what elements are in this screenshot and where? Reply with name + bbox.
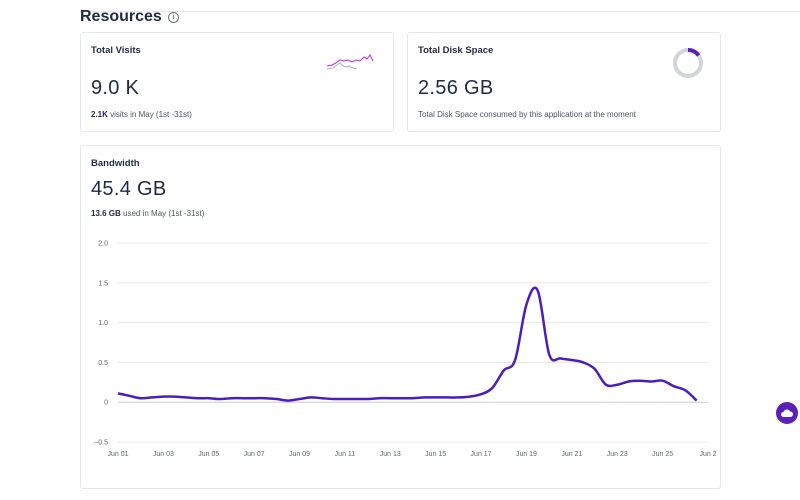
bandwidth-sub-rest: used in May (1st -31st) [120, 209, 205, 218]
total-visits-value: 9.0 K [91, 77, 140, 99]
x-tick-label: Jun 2 [699, 451, 716, 458]
x-tick-label: Jun 05 [198, 451, 219, 458]
total-visits-title: Total Visits [91, 45, 141, 56]
y-tick-label: 1.5 [98, 280, 108, 287]
visits-sparkline [327, 54, 374, 70]
top-divider [80, 11, 800, 12]
x-tick-label: Jun 15 [425, 451, 446, 458]
sparkline-current [327, 54, 374, 67]
y-tick-label: 2.0 [98, 241, 108, 248]
sparkline-previous [327, 62, 358, 70]
disk-space-value: 2.56 GB [418, 77, 494, 99]
x-tick-label: Jun 07 [244, 451, 265, 458]
x-tick-label: Jun 17 [471, 451, 492, 458]
x-tick-label: Jun 25 [652, 451, 673, 458]
section-title-text: Resources [80, 8, 162, 25]
x-tick-label: Jun 11 [335, 451, 356, 458]
info-icon[interactable]: i [167, 11, 179, 23]
disk-space-card: Total Disk Space 2.56 GB Total Disk Spac… [407, 32, 721, 132]
bandwidth-sub: 13.6 GB used in May (1st -31st) [91, 209, 204, 218]
x-tick-label: Jun 23 [607, 451, 628, 458]
donut-used-arc [673, 48, 703, 78]
cloud-chat-icon [781, 409, 794, 417]
total-visits-sub: 2.1K visits in May (1st -31st) [91, 110, 192, 119]
bandwidth-sub-strong: 13.6 GB [91, 209, 121, 218]
disk-space-sub: Total Disk Space consumed by this applic… [418, 110, 636, 119]
y-tick-label: −0.5 [94, 440, 108, 447]
y-tick-label: 1.0 [98, 320, 108, 327]
x-tick-label: Jun 19 [516, 451, 537, 458]
disk-space-title: Total Disk Space [418, 45, 494, 56]
total-visits-sub-strong: 2.1K [91, 110, 108, 119]
x-tick-label: Jun 13 [380, 451, 401, 458]
bandwidth-series-line [117, 286, 698, 402]
total-visits-sub-rest: visits in May (1st -31st) [107, 110, 192, 119]
bandwidth-title: Bandwidth [91, 158, 140, 169]
disk-usage-donut [673, 48, 703, 78]
bandwidth-card: Bandwidth 45.4 GB 13.6 GB used in May (1… [80, 145, 721, 489]
x-tick-label: Jun 09 [289, 451, 310, 458]
section-title: Resources i [80, 8, 179, 26]
x-tick-label: Jun 01 [107, 451, 128, 458]
x-tick-label: Jun 03 [153, 451, 174, 458]
y-tick-label: 0.5 [98, 360, 108, 367]
chat-widget-button[interactable] [776, 402, 798, 424]
bandwidth-value: 45.4 GB [91, 178, 167, 200]
x-tick-label: Jun 21 [561, 451, 582, 458]
total-visits-card: Total Visits 9.0 K 2.1K visits in May (1… [80, 32, 394, 132]
y-tick-label: 0 [104, 400, 108, 407]
